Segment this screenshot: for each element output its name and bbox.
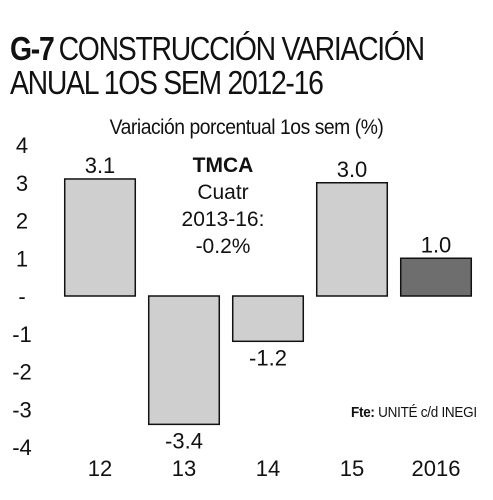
- y-tick-label: 3: [16, 171, 28, 196]
- x-tick-label-12: 12: [88, 456, 112, 481]
- bar-2016: [399, 257, 473, 297]
- data-label-12: 3.1: [85, 153, 116, 178]
- tmca-note-line-3: -0.2%: [195, 235, 251, 258]
- y-tick-label: -3: [12, 397, 32, 422]
- chart-code: G-7: [10, 30, 55, 67]
- data-label-14: -1.2: [249, 345, 287, 370]
- tmca-note-line-2: 2013-16:: [181, 208, 265, 231]
- data-label-15: 3.0: [337, 157, 368, 182]
- chart-subtitle: Variación porcentual 1os sem (%): [109, 116, 384, 139]
- y-tick-label: 2: [16, 209, 28, 234]
- y-tick-label: -2: [12, 360, 32, 385]
- bar-12: [63, 178, 137, 297]
- y-tick-label: 4: [16, 133, 28, 158]
- source-text: UNITÉ c/d INEGI: [378, 404, 477, 421]
- y-tick-label: -: [18, 284, 25, 309]
- source-label: Fte:: [351, 404, 375, 421]
- chart-title-line-2: ANUAL 1OS SEM 2012-16: [10, 64, 324, 101]
- x-tick-label-14: 14: [256, 456, 280, 481]
- x-tick-label-15: 15: [340, 456, 364, 481]
- tmca-note-head: TMCA: [192, 154, 254, 177]
- tmca-note: TMCA Cuatr 2013-16: -0.2%: [168, 152, 278, 260]
- source-note: Fte: UNITÉ c/d INEGI: [351, 404, 477, 421]
- chart-title: G-7 CONSTRUCCIÓN VARIACIÓN ANUAL 1OS SEM …: [10, 30, 426, 101]
- y-tick-label: 1: [16, 246, 28, 271]
- chart-title-line-1: CONSTRUCCIÓN VARIACIÓN: [58, 30, 426, 67]
- bar-13: [147, 295, 221, 426]
- bar-15: [315, 182, 389, 297]
- y-tick-label: -4: [12, 435, 32, 460]
- y-tick-label: -1: [12, 322, 32, 347]
- bar-14: [231, 295, 305, 343]
- data-label-2016: 1.0: [421, 232, 452, 257]
- x-tick-label-2016: 2016: [412, 456, 461, 481]
- tmca-note-line-1: Cuatr: [197, 181, 249, 204]
- x-tick-label-13: 13: [172, 456, 196, 481]
- data-label-13: -3.4: [165, 428, 203, 453]
